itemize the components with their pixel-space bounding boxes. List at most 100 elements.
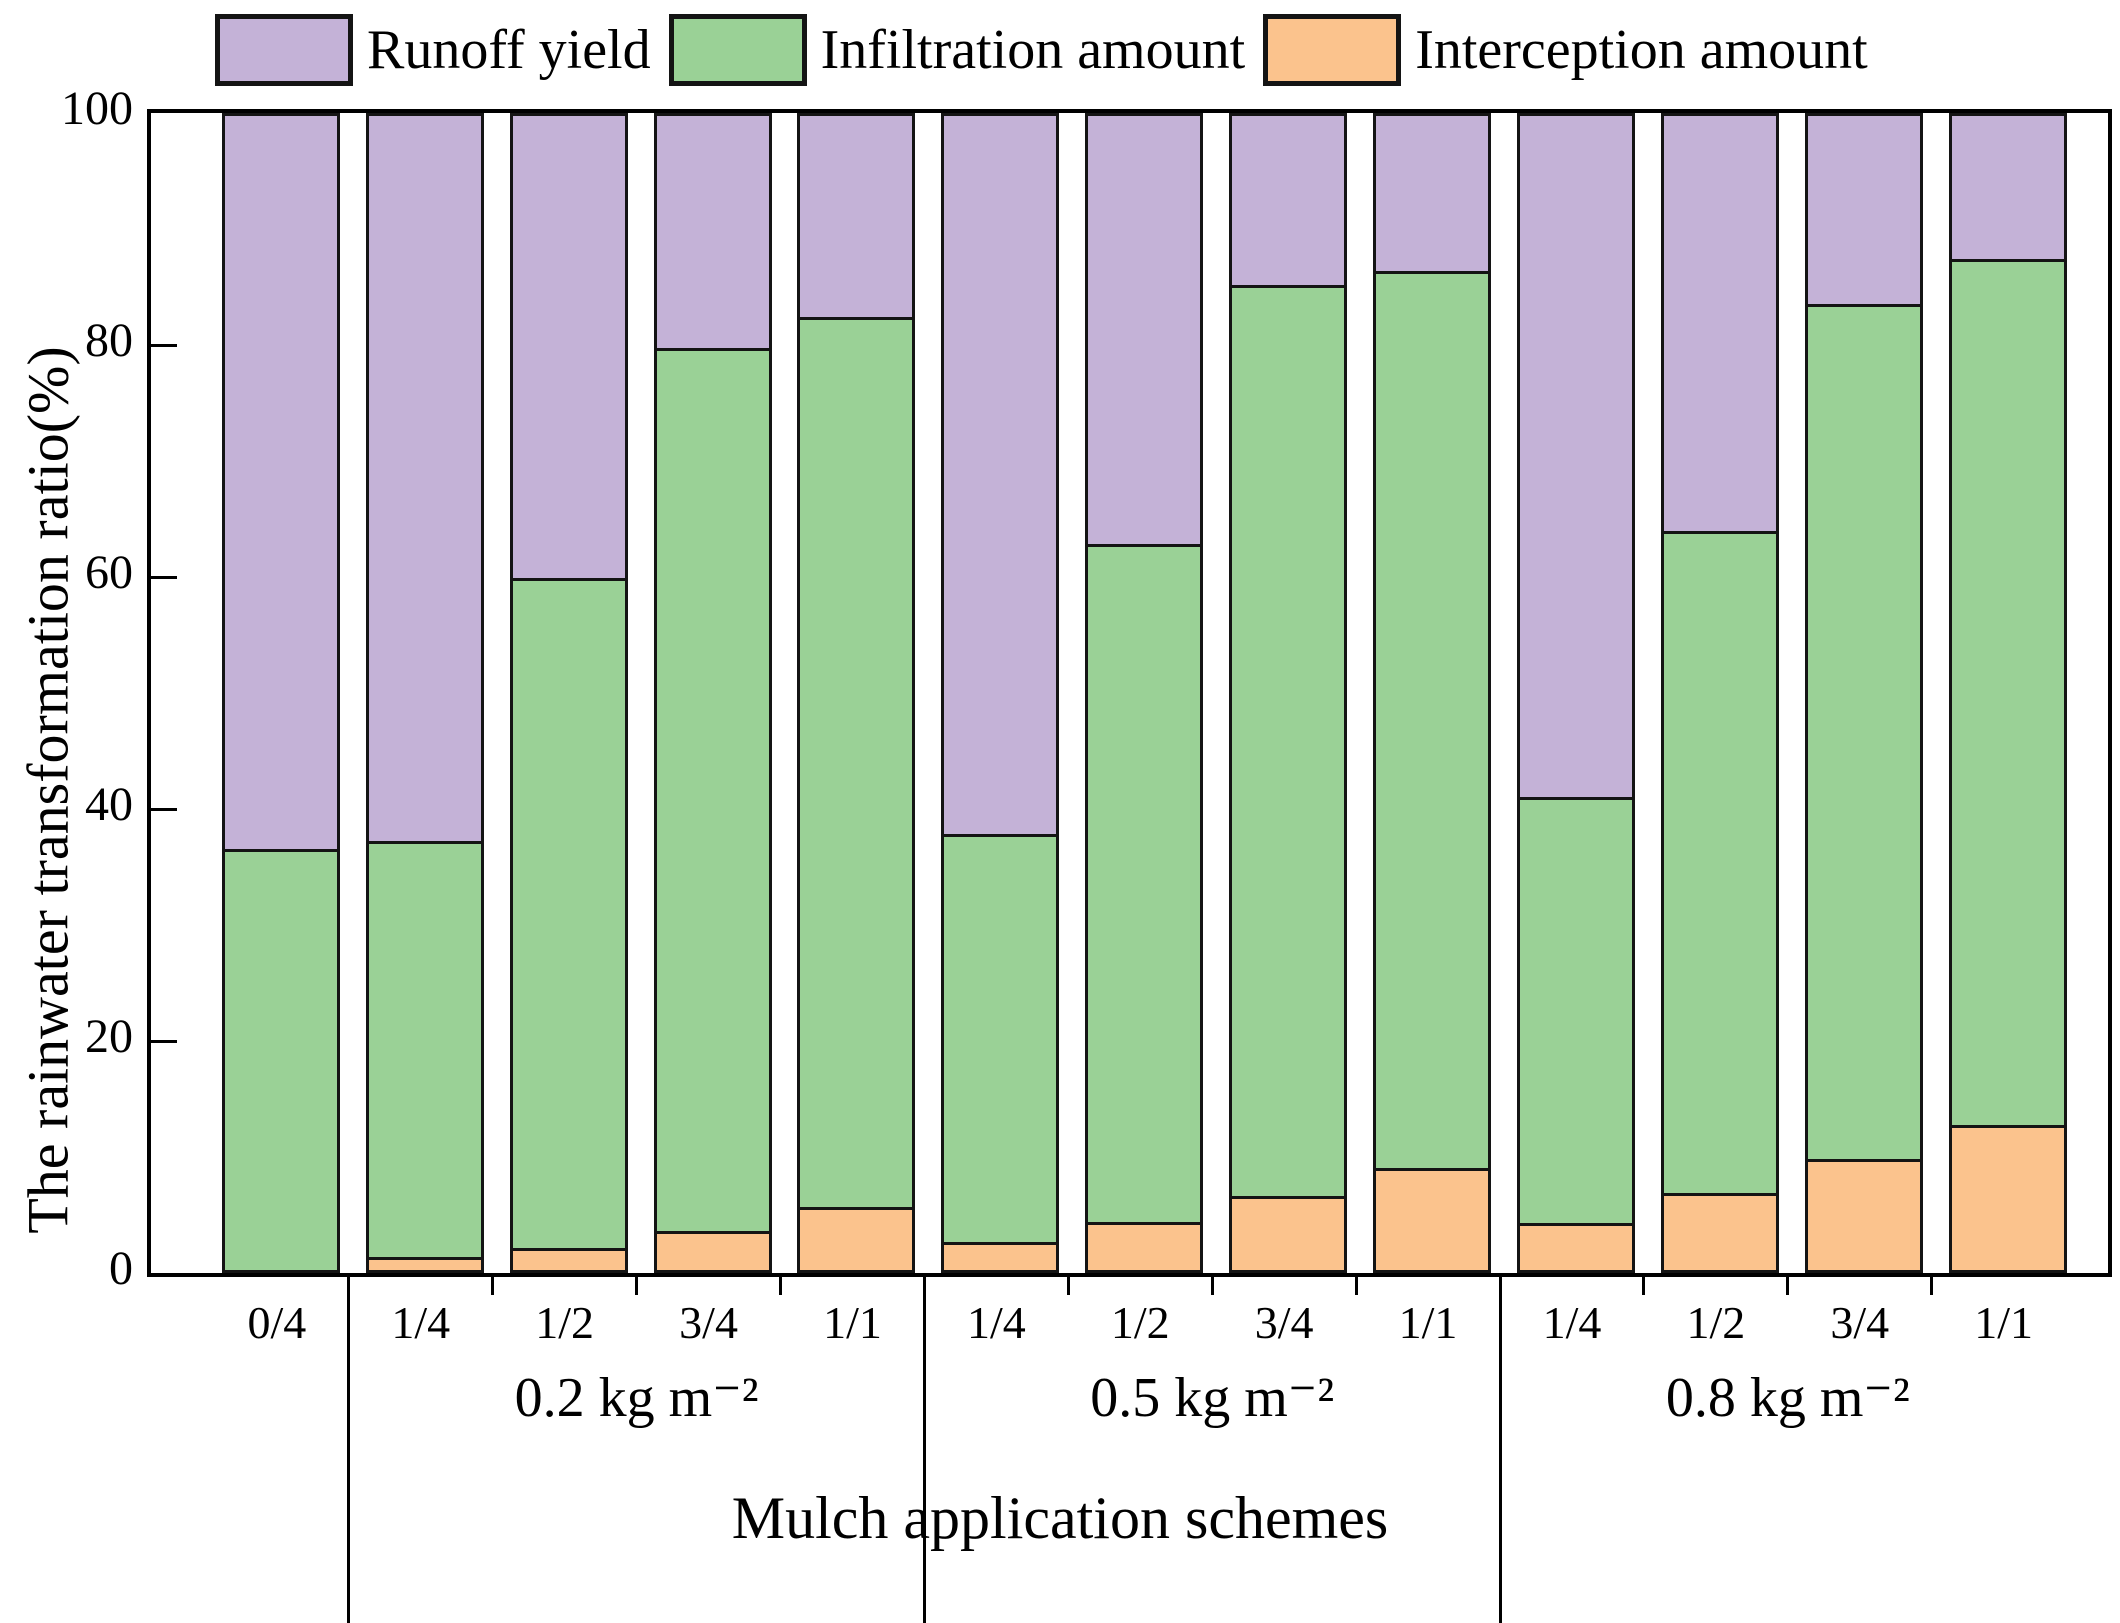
bar-segment-infiltration (1088, 544, 1201, 1222)
stacked-bar-1-2-10 (1660, 113, 1779, 1273)
bar-segment-interception (512, 1248, 625, 1270)
stacked-bar-3-4-11 (1804, 113, 1923, 1273)
y-tick-label-20: 20 (85, 1010, 133, 1063)
legend-label: Runoff yield (367, 19, 651, 81)
group-label: 0.5 kg m⁻² (1090, 1367, 1335, 1429)
legend: Runoff yield Infiltration amount Intercept… (215, 10, 1886, 90)
y-axis-title-text: The rainwater transformation ratio(%) (16, 346, 81, 1234)
bar-segment-infiltration (800, 316, 913, 1207)
x-category-label: 3/4 (1254, 1297, 1314, 1348)
stacked-bar-1-1-12 (1948, 113, 2067, 1273)
bar-segment-interception (800, 1206, 913, 1270)
stacked-bar-1-1-4 (797, 113, 916, 1273)
x-axis-tick (1066, 1273, 1070, 1295)
legend-swatch-infiltration (668, 14, 807, 86)
bars-container (151, 113, 2108, 1273)
bar-segment-infiltration (944, 833, 1057, 1243)
group-separator-line (922, 1273, 926, 1623)
y-tick-label-80: 80 (85, 314, 133, 367)
y-tick-label-40: 40 (85, 778, 133, 831)
bar-segment-infiltration (1519, 796, 1632, 1223)
x-category-label: 1/1 (823, 1297, 882, 1348)
x-category-label: 1/1 (1398, 1297, 1458, 1348)
legend-item: Runoff yield (215, 14, 651, 86)
y-tick-label-60: 60 (85, 546, 133, 599)
bar-segment-interception (368, 1257, 481, 1270)
stacked-bar-1-1-8 (1373, 113, 1492, 1273)
bar-segment-runoff (1088, 116, 1201, 545)
x-category-label: 1/4 (1542, 1297, 1602, 1348)
stacked-bar-0-4-0 (221, 113, 340, 1273)
x-axis-tick (1930, 1273, 1934, 1295)
x-axis-title: Mulch application schemes (731, 1485, 1389, 1551)
bar-segment-runoff (512, 116, 625, 578)
bar-segment-infiltration (1807, 304, 1920, 1160)
x-category-label: 1/4 (391, 1297, 451, 1348)
plot-area (147, 109, 2112, 1277)
bar-segment-interception (944, 1242, 1057, 1270)
bar-segment-infiltration (224, 848, 337, 1270)
y-axis-tick (151, 807, 177, 811)
x-category-label: 1/2 (535, 1297, 595, 1348)
x-axis-tick (1642, 1273, 1646, 1295)
bar-segment-runoff (656, 116, 769, 348)
stacked-bar-3-4-7 (1229, 113, 1348, 1273)
x-category-label: 1/4 (966, 1297, 1026, 1348)
bar-segment-interception (1519, 1222, 1632, 1270)
stacked-bar-1-4-5 (941, 113, 1060, 1273)
bar-segment-runoff (800, 116, 913, 317)
legend-item: Infiltration amount (668, 14, 1246, 86)
legend-label: Infiltration amount (820, 19, 1246, 81)
stacked-bar-1-4-9 (1516, 113, 1635, 1273)
bar-segment-runoff (1519, 116, 1632, 797)
x-axis-tick (1786, 1273, 1790, 1295)
y-axis-tick (151, 343, 177, 347)
legend-swatch-runoff (215, 14, 353, 86)
bar-segment-interception (1232, 1196, 1345, 1270)
bar-segment-interception (1807, 1159, 1920, 1270)
y-tick-label-100: 100 (61, 82, 133, 135)
bar-segment-runoff (224, 116, 337, 849)
bar-segment-interception (1088, 1221, 1201, 1270)
bar-segment-runoff (1663, 116, 1776, 532)
x-axis-tick (635, 1273, 639, 1295)
bar-segment-runoff (944, 116, 1057, 834)
bar-segment-runoff (368, 116, 481, 841)
stacked-bar-3-4-3 (653, 113, 772, 1273)
bar-segment-infiltration (1232, 284, 1345, 1197)
group-label: 0.2 kg m⁻² (514, 1367, 759, 1429)
y-tick-label-0: 0 (109, 1242, 133, 1295)
group-separator-line (1498, 1273, 1502, 1623)
stacked-bar-1-2-2 (509, 113, 628, 1273)
legend-label: Interception amount (1415, 19, 1868, 81)
bar-segment-infiltration (368, 840, 481, 1258)
bar-segment-interception (656, 1230, 769, 1270)
bar-segment-interception (1376, 1168, 1489, 1270)
bar-segment-runoff (1951, 116, 2064, 260)
bar-segment-runoff (1232, 116, 1345, 285)
bar-segment-infiltration (1951, 259, 2064, 1125)
y-axis-tick (151, 1039, 177, 1043)
bar-segment-infiltration (656, 347, 769, 1231)
bar-segment-runoff (1376, 116, 1489, 271)
x-axis-tick (1210, 1273, 1214, 1295)
y-axis-title: The rainwater transformation ratio(%) (0, 0, 104, 1580)
stacked-bar-1-4-1 (365, 113, 484, 1273)
bar-segment-interception (1663, 1192, 1776, 1270)
bar-segment-interception (1951, 1124, 2064, 1270)
bar-segment-infiltration (1376, 270, 1489, 1169)
x-category-label: 1/2 (1110, 1297, 1170, 1348)
stacked-bar-1-2-6 (1085, 113, 1204, 1273)
x-axis-tick (1354, 1273, 1358, 1295)
group-separator-line (347, 1273, 351, 1623)
bar-segment-infiltration (512, 577, 625, 1249)
x-category-label: 3/4 (1830, 1297, 1890, 1348)
group-label: 0.8 kg m⁻² (1665, 1367, 1910, 1429)
y-axis-tick (151, 575, 177, 579)
legend-item: Interception amount (1263, 14, 1868, 86)
legend-swatch-interception (1263, 14, 1402, 86)
x-axis-tick (779, 1273, 783, 1295)
bar-segment-infiltration (1663, 531, 1776, 1193)
x-axis-tick (491, 1273, 495, 1295)
bar-segment-runoff (1807, 116, 1920, 305)
